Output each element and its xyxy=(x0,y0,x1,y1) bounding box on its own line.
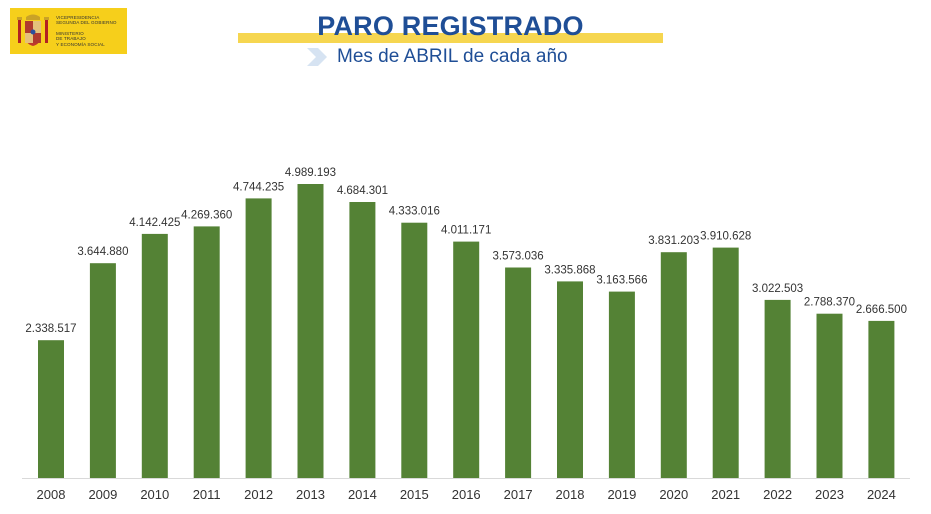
logo-line: de Trabajo xyxy=(56,36,86,42)
title-underline xyxy=(238,33,663,43)
x-tick-label-2023: 2023 xyxy=(815,487,844,502)
x-tick-label-2022: 2022 xyxy=(763,487,792,502)
government-logo: Vicepresidencia Segunda del Gobierno Min… xyxy=(10,8,127,54)
bar-2009 xyxy=(89,263,116,478)
data-label-2010: 4.142.425 xyxy=(129,217,180,229)
data-label-2021: 3.910.628 xyxy=(700,231,751,243)
bar-2022 xyxy=(764,299,791,478)
x-tick-label-2008: 2008 xyxy=(37,487,66,502)
bar-2013 xyxy=(297,184,324,478)
x-tick-label-2013: 2013 xyxy=(296,487,325,502)
logo-line: y Economía Social xyxy=(56,41,105,47)
x-tick-label-2020: 2020 xyxy=(659,487,688,502)
data-label-2011: 4.269.360 xyxy=(181,209,232,221)
bar-2008 xyxy=(38,340,64,478)
page-title: PARO REGISTRADO xyxy=(317,11,584,41)
x-tick-label-2017: 2017 xyxy=(504,487,533,502)
data-label-2017: 3.573.036 xyxy=(493,251,544,263)
coat-of-arms-icon xyxy=(17,14,49,46)
x-tick-label-2011: 2011 xyxy=(193,487,221,502)
x-tick-label-2014: 2014 xyxy=(348,487,377,502)
page-subtitle: Mes de ABRIL de cada año xyxy=(337,46,568,67)
bar-2021 xyxy=(712,247,739,478)
data-label-2019: 3.163.566 xyxy=(596,275,647,287)
data-label-2022: 3.022.503 xyxy=(752,283,803,295)
bar-2010 xyxy=(141,233,168,478)
logo-line: Ministerio xyxy=(56,30,84,36)
bar-2023 xyxy=(816,313,843,478)
bar-2020 xyxy=(660,252,687,478)
data-label-2015: 4.333.016 xyxy=(389,206,440,218)
x-tick-label-2024: 2024 xyxy=(867,487,896,502)
data-label-2016: 4.011.171 xyxy=(441,225,491,237)
x-tick-label-2012: 2012 xyxy=(244,487,273,502)
data-label-2014: 4.684.301 xyxy=(337,185,388,197)
logo-text: Vicepresidencia Segunda del Gobierno Min… xyxy=(56,15,117,47)
chevron-right-icon xyxy=(307,48,327,66)
data-label-2012: 4.744.235 xyxy=(233,181,284,193)
bar-2012 xyxy=(245,198,272,478)
bar-2024 xyxy=(868,320,895,478)
data-label-2009: 3.644.880 xyxy=(77,246,128,258)
x-tick-label-2019: 2019 xyxy=(607,487,636,502)
data-label-2020: 3.831.203 xyxy=(648,235,699,247)
data-label-2024: 2.666.500 xyxy=(856,304,907,316)
bar-2011 xyxy=(193,226,220,478)
data-label-2008: 2.338.517 xyxy=(25,323,76,335)
logo-line: Segunda del Gobierno xyxy=(56,20,117,26)
bar-2018 xyxy=(557,281,583,478)
x-tick-label-2009: 2009 xyxy=(88,487,117,502)
logo-line: Vicepresidencia xyxy=(56,14,100,20)
data-label-2013: 4.989.193 xyxy=(285,167,336,179)
x-tick-label-2010: 2010 xyxy=(140,487,169,502)
x-tick-label-2021: 2021 xyxy=(711,487,740,502)
bar-2016 xyxy=(453,241,480,478)
data-label-2018: 3.335.868 xyxy=(544,264,595,276)
x-tick-label-2016: 2016 xyxy=(452,487,481,502)
data-label-2023: 2.788.370 xyxy=(804,297,855,309)
subtitle-row: Mes de ABRIL de cada año xyxy=(305,46,568,68)
bar-2015 xyxy=(401,222,428,478)
bar-2017 xyxy=(505,267,532,478)
bar-2019 xyxy=(608,291,635,478)
x-tick-label-2015: 2015 xyxy=(400,487,429,502)
bar-2014 xyxy=(349,202,376,478)
x-tick-label-2018: 2018 xyxy=(556,487,585,502)
